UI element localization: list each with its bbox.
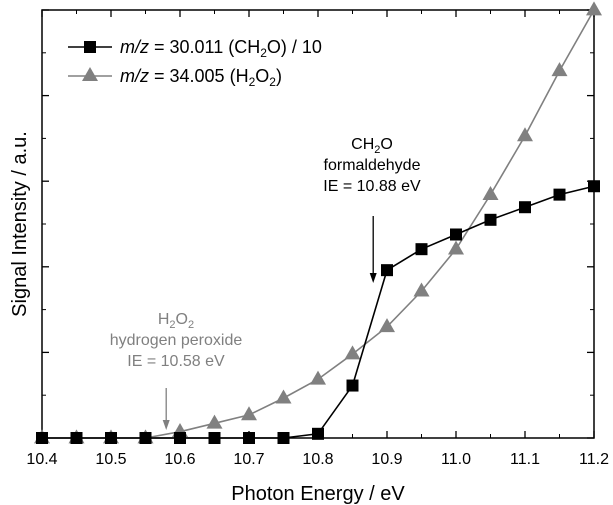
series-line xyxy=(42,185,595,439)
data-point-triangle xyxy=(344,345,361,360)
data-point-triangle xyxy=(275,389,292,404)
x-tick-label: 10.6 xyxy=(164,451,195,468)
legend-label: m/z = 30.011 (CH2O) / 10 xyxy=(120,37,322,60)
legend: m/z = 30.011 (CH2O) / 10 m/z = 34.005 (H2… xyxy=(68,37,322,89)
x-tick-label: 10.9 xyxy=(371,451,402,468)
data-point-triangle xyxy=(482,185,499,200)
data-point-square xyxy=(415,243,428,256)
data-point-triangle xyxy=(551,62,568,77)
data-point-square xyxy=(174,432,186,444)
annotation-text: CH2O xyxy=(351,136,393,156)
data-point-triangle xyxy=(310,370,326,385)
data-point-triangle xyxy=(413,282,430,297)
data-point-triangle xyxy=(241,406,257,421)
x-tick-label: 10.5 xyxy=(95,451,126,468)
data-point-square xyxy=(139,432,152,444)
x-tick-label: 10.7 xyxy=(233,451,264,468)
x-tick-label: 10.4 xyxy=(26,451,57,468)
data-point-square xyxy=(36,432,48,444)
data-point-square xyxy=(346,379,359,392)
data-point-triangle xyxy=(586,1,602,16)
y-axis-label: Signal Intensity / a.u. xyxy=(9,131,31,317)
x-tick-label: 11.2 xyxy=(579,451,609,468)
series-layer xyxy=(34,1,602,444)
x-tick-label: 11.1 xyxy=(510,451,540,468)
data-point-triangle xyxy=(206,414,223,429)
annotation-text: formaldehyde xyxy=(324,157,421,174)
annotation-text: hydrogen peroxide xyxy=(110,332,243,349)
legend-marker-square xyxy=(84,41,96,53)
legend-marker-triangle xyxy=(82,67,98,81)
axes: 10.4 10.5 10.6 10.7 10.8 10.9 11.0 11.1 11.2 Phot… xyxy=(9,9,609,505)
data-point-square xyxy=(105,432,117,444)
x-tick-label: 10.8 xyxy=(302,451,333,468)
data-point-triangle xyxy=(517,127,533,142)
annotation-text: IE = 10.88 eV xyxy=(323,178,421,195)
annotation-text: H2O2 xyxy=(158,311,194,331)
data-point-square xyxy=(450,228,462,241)
data-point-square xyxy=(381,264,393,277)
data-point-triangle xyxy=(448,240,464,255)
data-point-square xyxy=(312,427,324,440)
data-point-square xyxy=(484,213,497,226)
data-point-triangle xyxy=(379,318,395,333)
legend-entry: m/z = 30.011 (CH2O) / 10 xyxy=(68,37,322,60)
data-point-square xyxy=(243,432,255,444)
data-point-square xyxy=(208,432,221,444)
x-axis-label: Photon Energy / eV xyxy=(231,483,405,505)
x-tick-label: 11.0 xyxy=(441,451,471,468)
data-point-square xyxy=(553,188,566,201)
series-square xyxy=(36,180,600,444)
data-point-square xyxy=(70,432,83,444)
annotation-arrowhead xyxy=(369,273,377,283)
data-point-square xyxy=(588,180,600,193)
legend-label: m/z = 34.005 (H2O2) xyxy=(120,66,282,89)
annotation-text: IE = 10.58 eV xyxy=(127,353,225,370)
data-point-square xyxy=(519,201,531,214)
annotation-arrowhead xyxy=(162,420,170,430)
data-point-square xyxy=(277,432,290,444)
legend-entry: m/z = 34.005 (H2O2) xyxy=(68,66,282,89)
